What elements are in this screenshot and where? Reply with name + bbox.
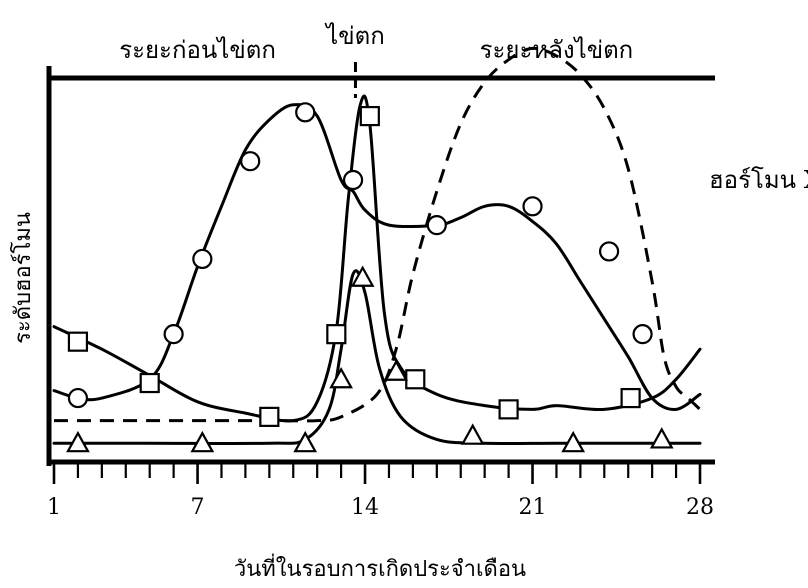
series-label-hormone-x: ฮอร์โมน X <box>709 166 808 194</box>
triangle-marker <box>384 359 409 381</box>
square-marker <box>359 105 380 127</box>
phase-label: ไข่ตก <box>324 22 385 50</box>
triangle-marker <box>649 427 674 449</box>
square-marker <box>405 369 426 390</box>
circle-marker <box>522 196 543 217</box>
hormone-x-dashed-line <box>53 46 702 423</box>
square-marker <box>498 399 519 420</box>
phase-label: ระยะหลังไข่ตก <box>480 36 634 64</box>
triangle-marker <box>190 430 215 453</box>
circle-marker <box>240 151 261 172</box>
circle-marker <box>163 324 184 345</box>
x-axis-ticks: 1 7 14 21 28 <box>47 462 714 520</box>
x-axis-label: วันที่ในรอบการเกิดประจำเดือน <box>234 553 526 582</box>
triangle-marker <box>561 430 586 453</box>
triangle-marker <box>460 423 485 445</box>
x-tick-label: 7 <box>191 495 205 520</box>
circle-series-line <box>52 103 702 411</box>
triangle-marker <box>293 430 318 453</box>
circle-marker <box>632 324 653 345</box>
x-tick-label: 1 <box>47 495 61 520</box>
circle-marker <box>342 169 364 191</box>
circle-marker <box>67 387 89 409</box>
square-marker <box>67 331 89 352</box>
square-marker <box>139 372 160 394</box>
triangle-marker <box>66 430 90 453</box>
x-tick-label: 21 <box>519 495 547 520</box>
phase-label: ระยะก่อนไข่ตก <box>119 36 276 64</box>
y-axis-label: ระดับฮอร์โมน <box>10 212 36 344</box>
circle-marker <box>598 241 620 262</box>
square-marker <box>620 387 641 409</box>
phase-labels: ระยะก่อนไข่ตก ไข่ตกระยะหลังไข่ตก <box>119 22 633 98</box>
triangle-marker <box>329 367 353 389</box>
square-marker <box>326 324 347 345</box>
triangle-series-line <box>52 269 702 445</box>
triangle-marker <box>350 265 375 287</box>
circle-marker <box>192 248 213 270</box>
circle-marker <box>295 102 316 123</box>
x-tick-label: 28 <box>686 495 714 520</box>
circle-marker <box>426 215 447 236</box>
data-point-markers <box>66 102 674 453</box>
x-tick-label: 14 <box>351 495 379 520</box>
square-marker <box>259 406 280 427</box>
